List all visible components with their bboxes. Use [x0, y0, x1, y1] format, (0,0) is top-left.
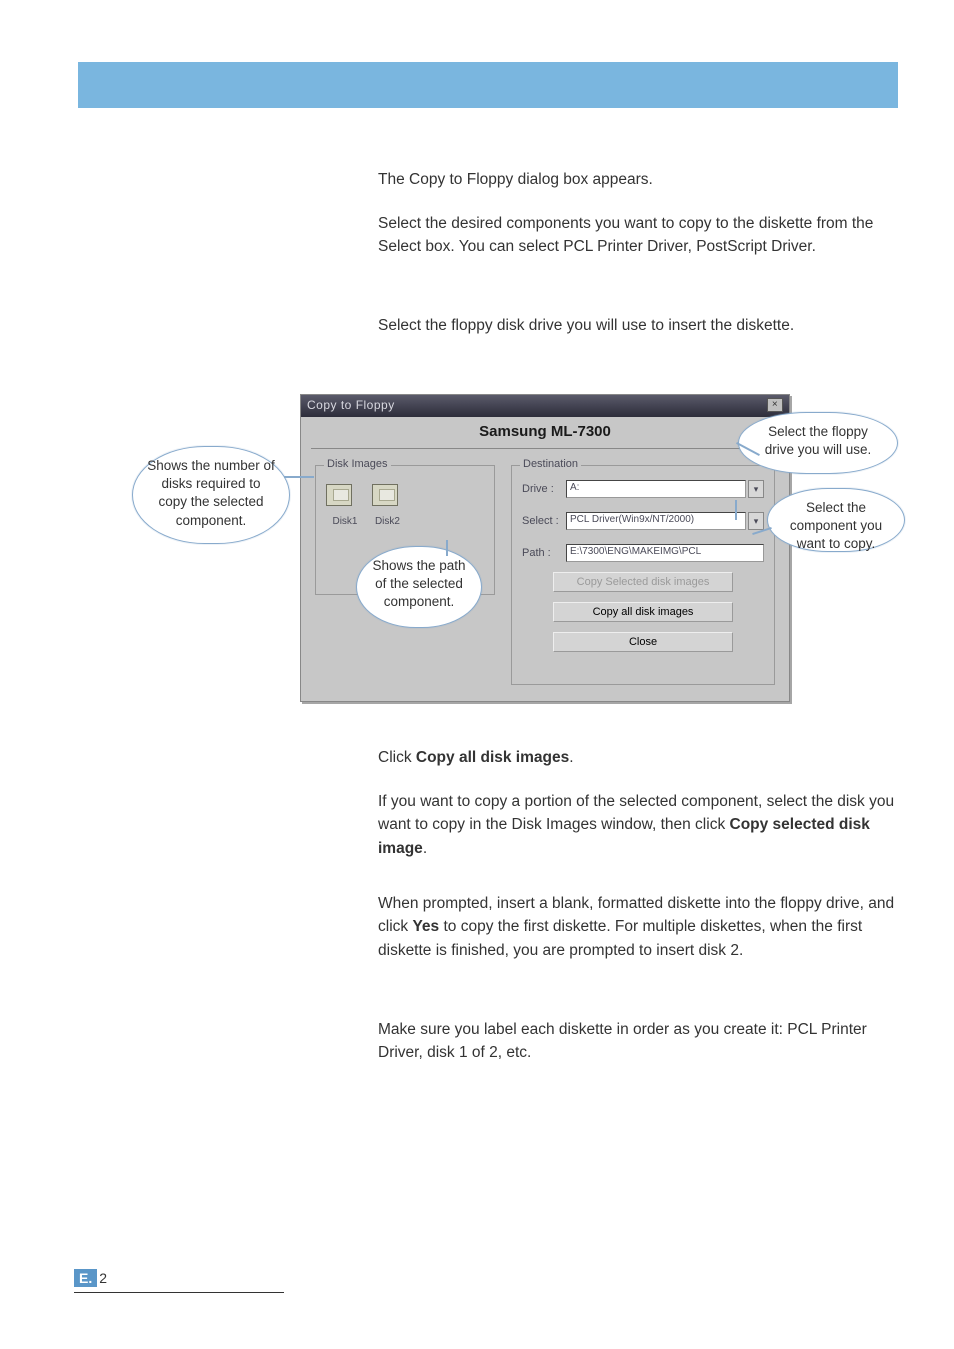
- callout-path: Shows the path of the selected component…: [356, 546, 482, 628]
- para-copy-portion: If you want to copy a portion of the sel…: [378, 790, 898, 860]
- para-dialog-appears: The Copy to Floppy dialog box appears.: [378, 168, 898, 191]
- callout-pointer: [446, 540, 448, 556]
- drive-label: Drive :: [522, 483, 566, 495]
- close-button[interactable]: Close: [553, 632, 733, 652]
- callout-disk-count: Shows the number of disks required to co…: [132, 446, 290, 544]
- page-number: E.2: [74, 1270, 107, 1286]
- callout-pointer: [735, 500, 737, 520]
- header-bar: [78, 62, 898, 108]
- select-field[interactable]: PCL Driver(Win9x/NT/2000): [566, 512, 746, 530]
- para-label-diskettes: Make sure you label each diskette in ord…: [378, 1018, 898, 1065]
- para-select-floppy: Select the floppy disk drive you will us…: [378, 314, 898, 337]
- callout-pointer: [284, 476, 314, 478]
- path-field[interactable]: E:\7300\ENG\MAKEIMG\PCL: [566, 544, 764, 562]
- dialog-divider: [311, 448, 779, 449]
- para-insert-diskette: When prompted, insert a blank, formatted…: [378, 892, 898, 962]
- callout-floppy: Select the floppy drive you will use.: [738, 412, 898, 474]
- destination-group: Destination Drive : A: ▾ Select : PCL Dr…: [511, 465, 775, 685]
- dialog-titlebar: Copy to Floppy ×: [301, 395, 789, 417]
- dialog-heading: Samsung ML-7300: [301, 417, 789, 448]
- copy-selected-button[interactable]: Copy Selected disk images: [553, 572, 733, 592]
- page-footer: E.2: [74, 1270, 284, 1293]
- path-label: Path :: [522, 547, 566, 559]
- floppy-icon[interactable]: [372, 484, 398, 506]
- destination-label: Destination: [520, 458, 581, 470]
- chevron-down-icon[interactable]: ▾: [748, 512, 764, 530]
- select-label: Select :: [522, 515, 566, 527]
- chevron-down-icon[interactable]: ▾: [748, 480, 764, 498]
- disk1-label: Disk1: [326, 516, 364, 527]
- floppy-icon[interactable]: [326, 484, 352, 506]
- para-click-copy-all: Click Copy all disk images.: [378, 746, 898, 769]
- dialog-title: Copy to Floppy: [307, 398, 395, 414]
- para-select-components: Select the desired components you want t…: [378, 212, 898, 259]
- disk-images-label: Disk Images: [324, 458, 391, 470]
- close-icon[interactable]: ×: [767, 398, 783, 412]
- footer-rule: [74, 1292, 284, 1293]
- drive-field[interactable]: A:: [566, 480, 746, 498]
- copy-to-floppy-dialog: Copy to Floppy × Samsung ML-7300 Disk Im…: [300, 394, 790, 702]
- callout-component: Select the component you want to copy.: [767, 488, 905, 552]
- disk2-label: Disk2: [368, 516, 406, 527]
- copy-all-button[interactable]: Copy all disk images: [553, 602, 733, 622]
